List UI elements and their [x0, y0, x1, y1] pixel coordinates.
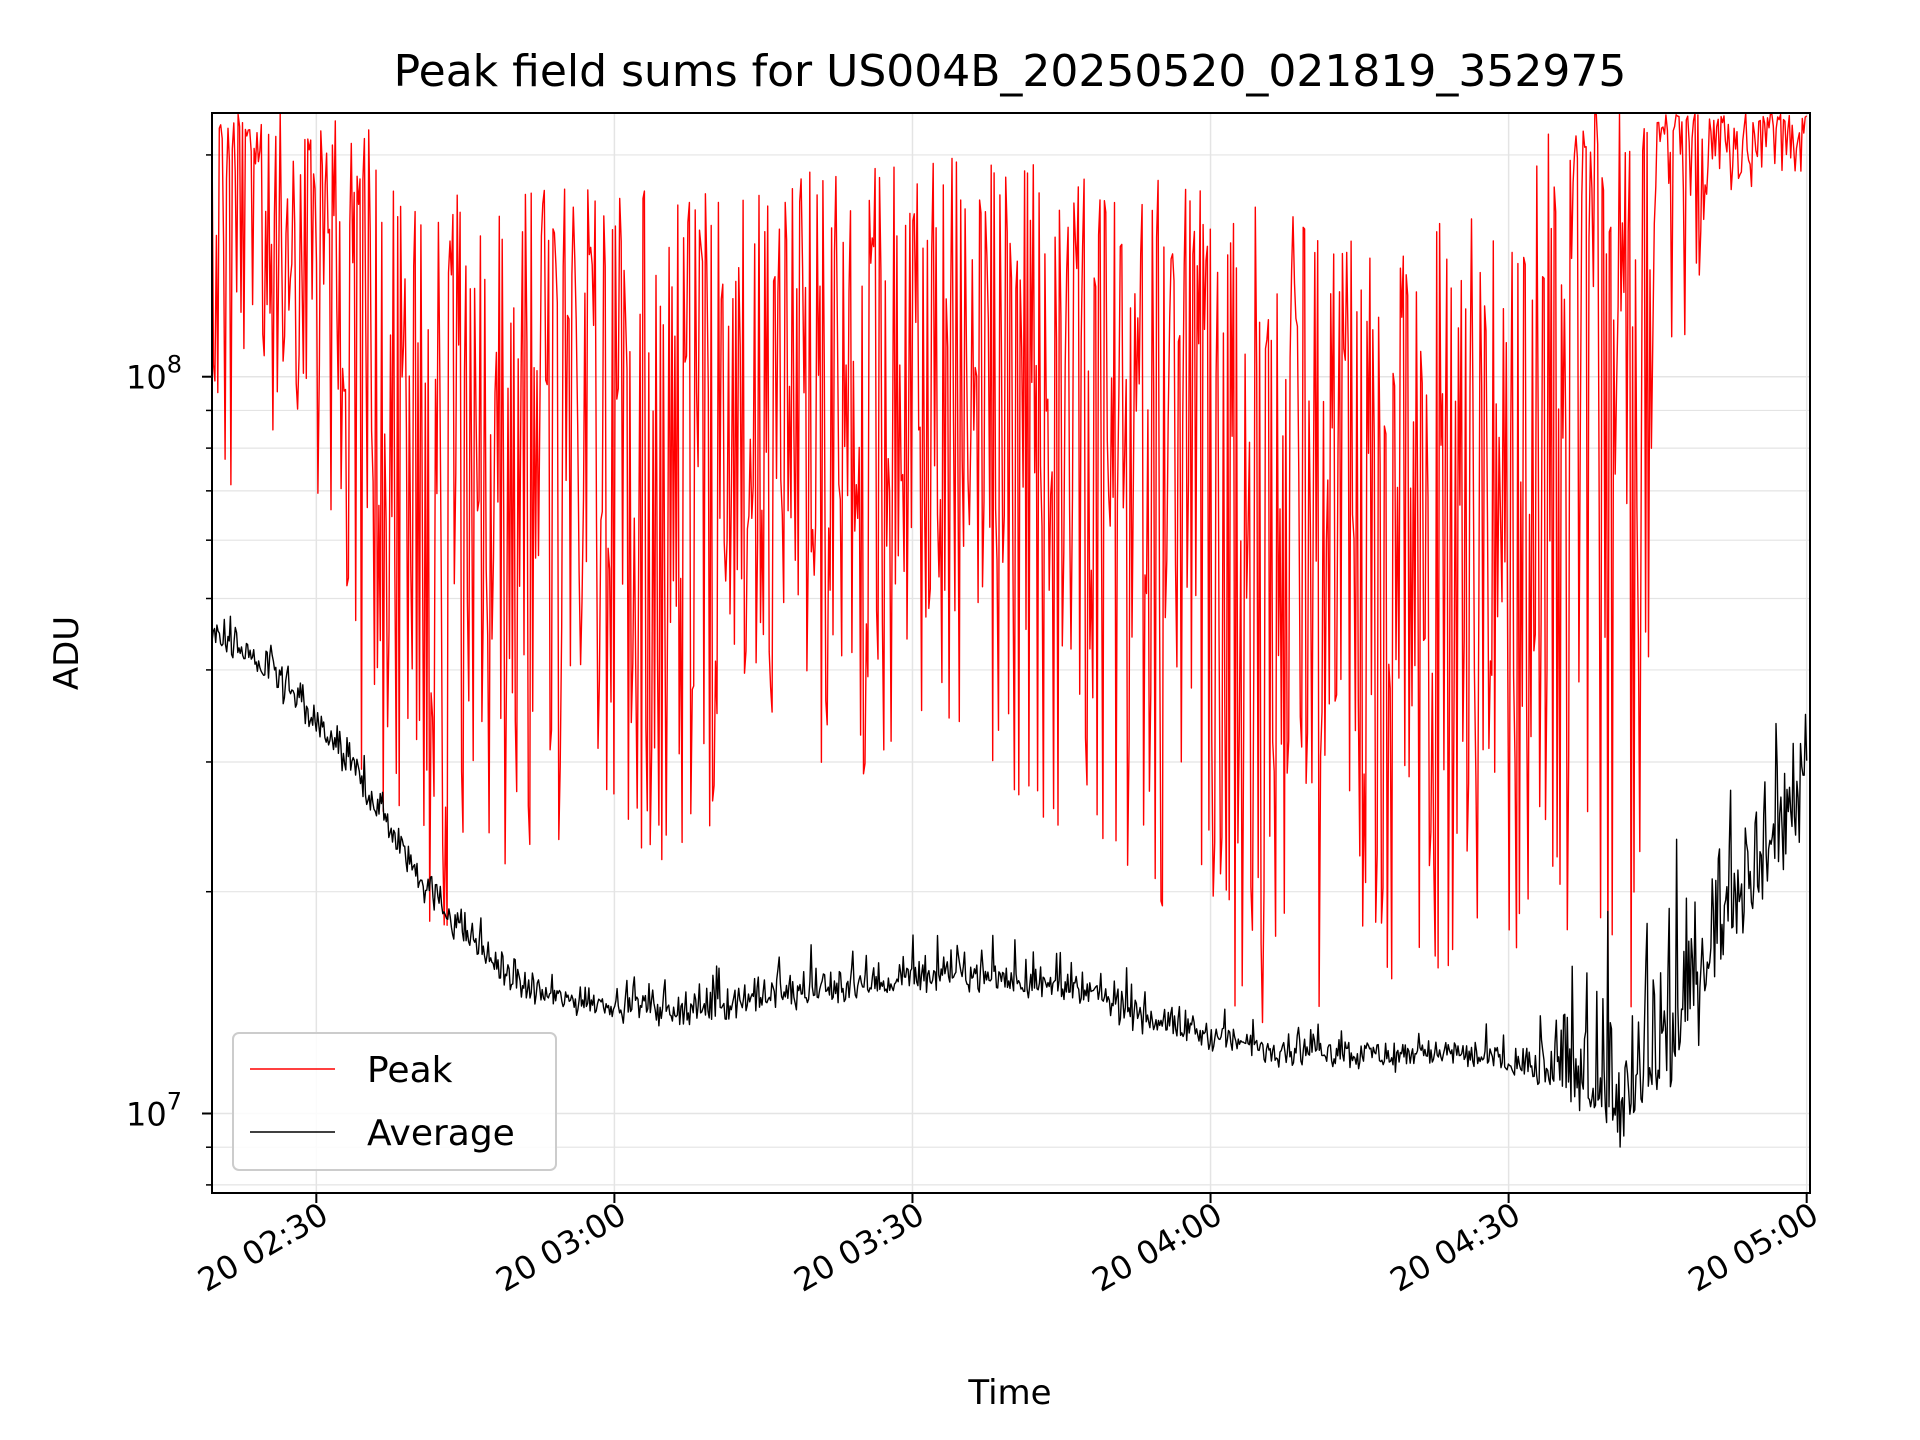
legend-label-peak: Peak	[367, 1050, 453, 1091]
legend-box	[232, 1032, 557, 1171]
series-line-peak	[211, 112, 1808, 1024]
y-tick-label: 108	[126, 351, 182, 397]
series-line-average	[211, 615, 1808, 1148]
legend: Peak Average	[232, 1032, 557, 1171]
y-tick-label: 107	[126, 1087, 182, 1133]
chart-title: Peak field sums for US004B_20250520_0218…	[394, 46, 1627, 97]
legend-label-average: Average	[367, 1113, 515, 1154]
series-layer	[211, 112, 1808, 1148]
y-axis-label: ADU	[47, 616, 87, 690]
x-axis-label: Time	[967, 1373, 1051, 1413]
plot-frame	[211, 112, 1811, 1194]
